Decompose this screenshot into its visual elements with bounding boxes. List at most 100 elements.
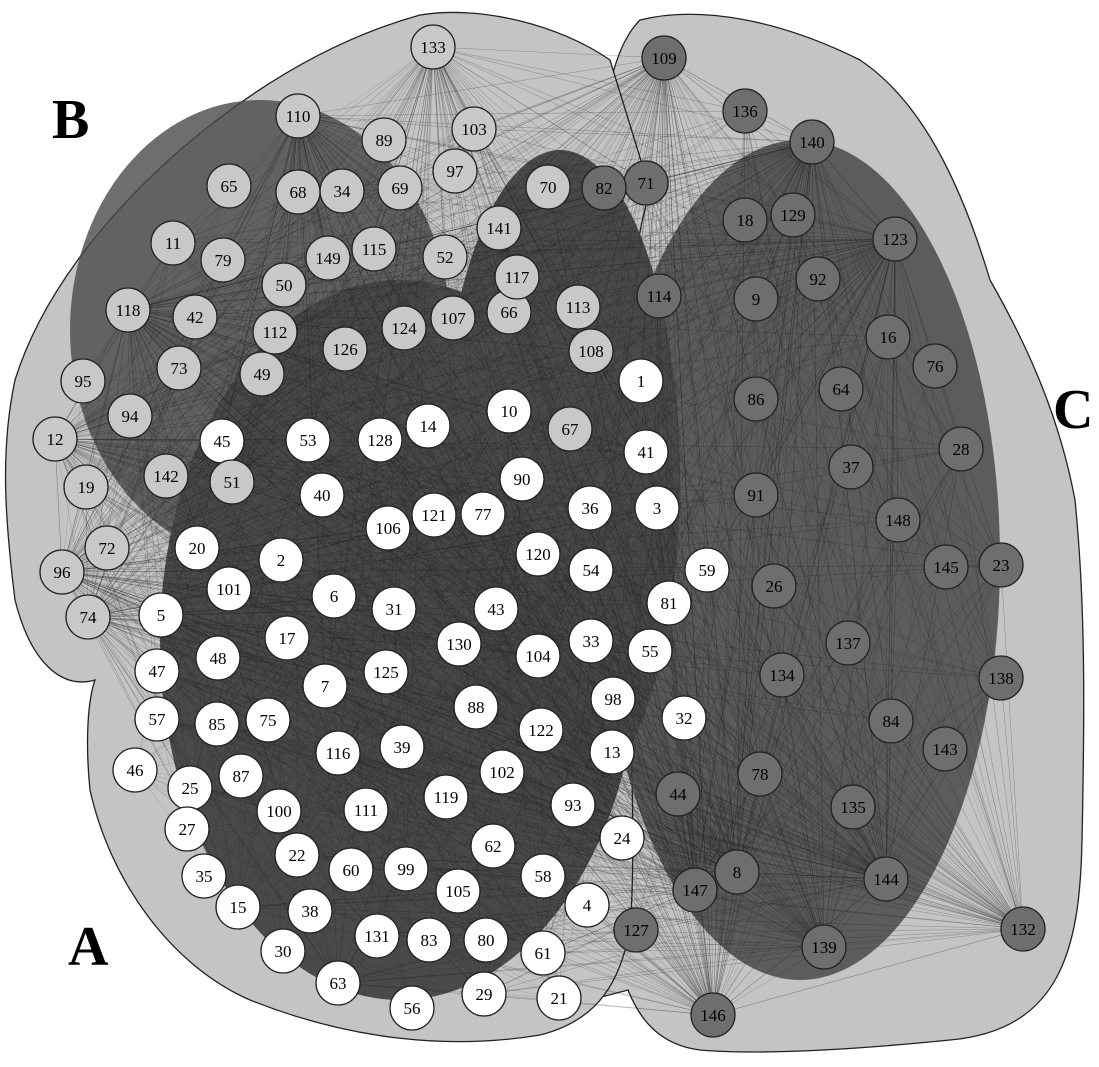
edge [337, 928, 1024, 984]
edge [297, 191, 887, 880]
edge [129, 415, 1024, 930]
node-label: 98 [605, 690, 622, 709]
edge [321, 478, 523, 496]
edge [897, 519, 1024, 930]
node-label: 74 [80, 608, 98, 627]
edge [759, 773, 825, 948]
edge [61, 309, 129, 573]
node-118: 118 [105, 287, 151, 333]
edge [189, 141, 813, 789]
node-31: 31 [371, 586, 417, 632]
node-124: 124 [381, 305, 427, 351]
node-circle [486, 388, 532, 434]
edge [432, 46, 746, 112]
node-label: 48 [210, 649, 227, 668]
edge [324, 410, 510, 687]
edge [433, 514, 651, 652]
edge [885, 336, 889, 880]
edge [589, 57, 665, 509]
edge [324, 238, 896, 687]
edge [87, 415, 131, 618]
edge [547, 186, 887, 880]
node-label: 46 [127, 761, 144, 780]
node-label: 103 [461, 120, 487, 139]
edge [61, 248, 375, 573]
node-label: 68 [290, 183, 307, 202]
edge [379, 46, 434, 441]
node-circle [589, 729, 635, 775]
edge [432, 46, 484, 515]
edge [411, 602, 670, 1009]
edge [677, 141, 813, 795]
node-17: 17 [264, 615, 310, 661]
edge [894, 238, 1002, 566]
edge [540, 507, 658, 731]
edge [61, 257, 329, 573]
edge [297, 115, 549, 188]
edge [792, 214, 825, 948]
node-92: 92 [795, 256, 841, 302]
node-label: 124 [391, 319, 417, 338]
edge [54, 242, 174, 440]
edge [387, 527, 407, 870]
edge [645, 182, 757, 496]
node-3: 3 [634, 485, 680, 531]
node-circle [460, 491, 506, 537]
edge [297, 115, 403, 748]
edge [663, 57, 1002, 566]
edge [221, 440, 651, 652]
edge [327, 141, 813, 259]
node-21: 21 [536, 975, 582, 1021]
edge [194, 115, 299, 318]
edge [852, 519, 899, 808]
edge [887, 336, 1024, 930]
node-circle [206, 163, 252, 209]
edge [773, 585, 946, 750]
node-84: 84 [868, 698, 914, 744]
node-138: 138 [978, 655, 1024, 701]
node-circle [423, 774, 469, 820]
edge [61, 571, 326, 687]
node-label: 62 [485, 837, 502, 856]
edge [823, 448, 962, 948]
node-label: 34 [334, 182, 352, 201]
node-label: 141 [486, 219, 512, 238]
edge [85, 331, 276, 488]
edge [267, 643, 460, 721]
node-label: 17 [279, 629, 297, 648]
edge [61, 141, 813, 573]
edge [755, 278, 819, 496]
edge [228, 185, 375, 250]
node-label: 44 [670, 785, 688, 804]
edge [373, 248, 825, 948]
edge [61, 214, 794, 573]
edge [297, 115, 574, 806]
node-54: 54 [568, 547, 614, 593]
edge [237, 890, 459, 908]
edge [759, 365, 936, 775]
edge [736, 519, 899, 873]
node-99: 99 [383, 846, 429, 892]
node-128: 128 [357, 417, 403, 463]
node-98: 98 [590, 676, 636, 722]
edge [755, 494, 849, 644]
edge [475, 706, 685, 719]
edge [590, 57, 665, 642]
edge [483, 804, 574, 995]
node-circle [258, 537, 304, 583]
node-15: 15 [215, 884, 261, 930]
node-label: 111 [354, 801, 378, 820]
edge [307, 439, 614, 700]
node-circle [410, 24, 456, 70]
edge [744, 110, 825, 948]
node-label: 82 [596, 179, 613, 198]
edge [297, 115, 592, 352]
edge [537, 380, 642, 555]
edge [656, 238, 896, 509]
node-label: 142 [153, 467, 179, 486]
edge [222, 259, 1024, 930]
edge [297, 115, 477, 708]
edge [649, 650, 696, 891]
edge [663, 57, 892, 722]
edge [194, 316, 1024, 930]
